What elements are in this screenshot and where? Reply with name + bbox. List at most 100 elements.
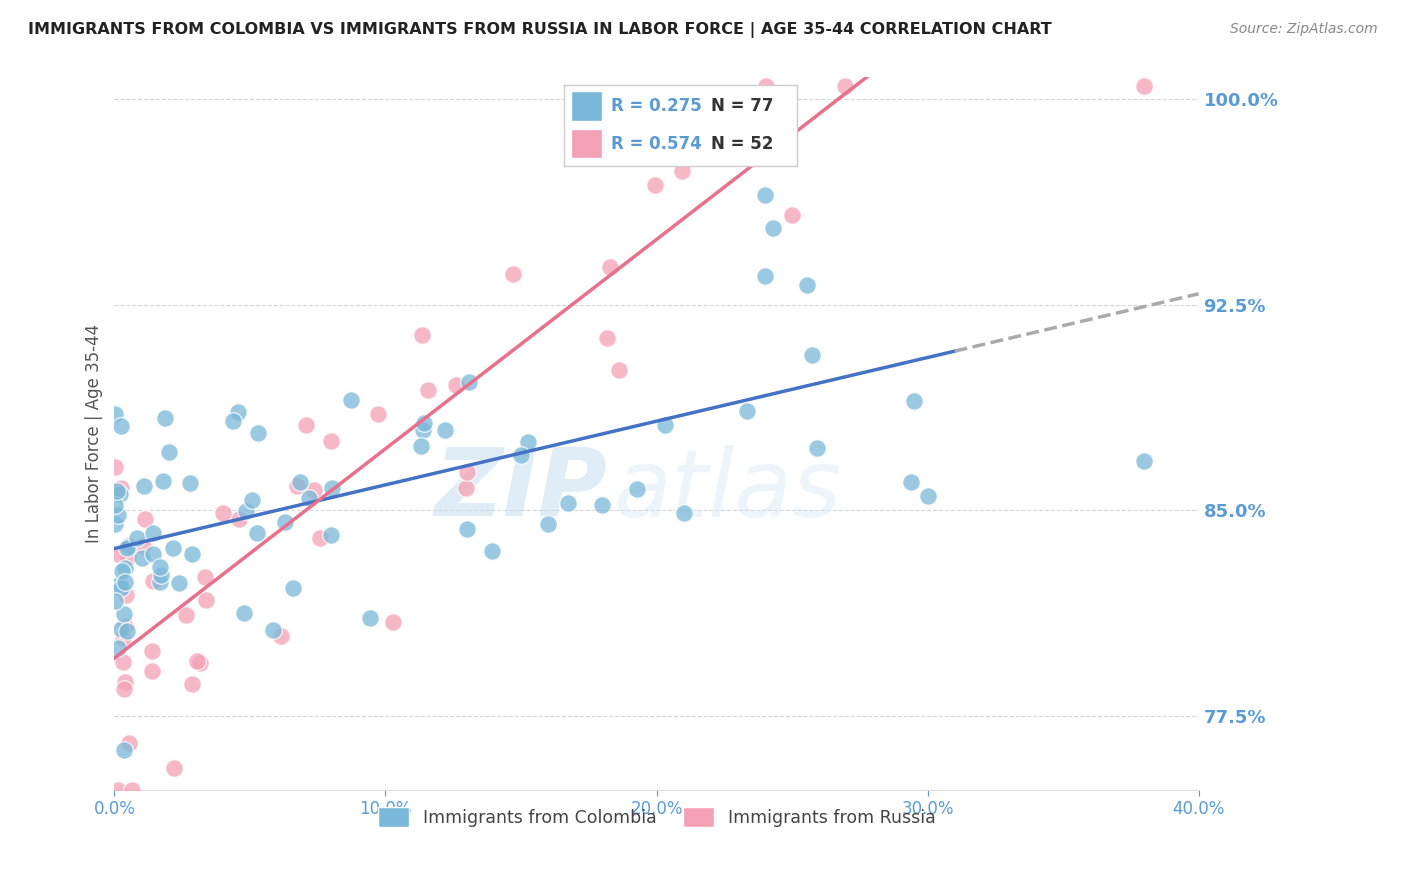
Point — [131, 550, 153, 565]
Point — [112, 681, 135, 696]
Point — [903, 394, 925, 409]
Point — [262, 623, 284, 637]
Point — [114, 561, 136, 575]
Point — [228, 512, 250, 526]
Point — [246, 526, 269, 541]
Point — [481, 543, 503, 558]
Point — [456, 522, 478, 536]
Point — [112, 632, 135, 646]
Point — [537, 516, 560, 531]
Point — [672, 506, 695, 520]
Point — [114, 588, 136, 602]
Point — [416, 383, 439, 397]
Point — [104, 460, 127, 475]
Point — [125, 531, 148, 545]
Text: Source: ZipAtlas.com: Source: ZipAtlas.com — [1230, 22, 1378, 37]
Point — [456, 465, 478, 479]
Point — [108, 487, 131, 501]
Point — [309, 532, 332, 546]
Point — [114, 619, 136, 633]
Point — [381, 615, 404, 629]
Point — [111, 565, 134, 579]
Point — [167, 575, 190, 590]
Point — [755, 78, 778, 93]
Point — [104, 594, 127, 608]
Point — [411, 328, 433, 343]
Point — [834, 78, 856, 93]
Point — [433, 423, 456, 437]
Point — [181, 677, 204, 691]
Text: IMMIGRANTS FROM COLOMBIA VS IMMIGRANTS FROM RUSSIA IN LABOR FORCE | AGE 35-44 CO: IMMIGRANTS FROM COLOMBIA VS IMMIGRANTS F… — [28, 22, 1052, 38]
Point — [283, 581, 305, 595]
Point — [235, 503, 257, 517]
Point — [141, 664, 163, 678]
Point — [340, 393, 363, 408]
Point — [510, 449, 533, 463]
Point — [111, 655, 134, 669]
Point — [917, 490, 939, 504]
Point — [107, 547, 129, 561]
Point — [121, 782, 143, 797]
Point — [110, 622, 132, 636]
Point — [186, 654, 208, 668]
Point — [162, 541, 184, 556]
Point — [112, 607, 135, 622]
Point — [801, 348, 824, 362]
Point — [110, 577, 132, 591]
Point — [359, 610, 381, 624]
Point — [211, 506, 233, 520]
Point — [321, 528, 343, 542]
Point — [149, 560, 172, 574]
Point — [246, 425, 269, 440]
Point — [1133, 78, 1156, 93]
Point — [132, 479, 155, 493]
Point — [607, 363, 630, 377]
Point — [174, 607, 197, 622]
Point — [444, 378, 467, 392]
Point — [110, 419, 132, 434]
Point — [700, 93, 723, 107]
Point — [780, 208, 803, 222]
Point — [142, 547, 165, 561]
Point — [104, 498, 127, 512]
Point — [142, 574, 165, 588]
Point — [321, 434, 343, 448]
Point — [117, 736, 139, 750]
Text: atlas: atlas — [613, 445, 841, 536]
Point — [1133, 454, 1156, 468]
Point — [150, 567, 173, 582]
Point — [226, 405, 249, 419]
Point — [599, 260, 621, 274]
Point — [110, 481, 132, 495]
Point — [193, 570, 215, 584]
Point — [104, 517, 127, 532]
Point — [367, 407, 389, 421]
Point — [806, 441, 828, 455]
Point — [195, 592, 218, 607]
Point — [112, 742, 135, 756]
Point — [153, 410, 176, 425]
Point — [115, 541, 138, 555]
Point — [626, 483, 648, 497]
Point — [110, 581, 132, 595]
Point — [302, 483, 325, 497]
Legend: Immigrants from Colombia, Immigrants from Russia: Immigrants from Colombia, Immigrants fro… — [371, 800, 942, 834]
Point — [644, 178, 666, 192]
Point — [411, 439, 433, 453]
Point — [104, 407, 127, 421]
Point — [516, 435, 538, 450]
Point — [142, 525, 165, 540]
Point — [456, 482, 478, 496]
Point — [321, 481, 343, 495]
Point — [557, 496, 579, 510]
Point — [298, 491, 321, 505]
Point — [132, 539, 155, 553]
Point — [762, 221, 785, 235]
Point — [735, 404, 758, 418]
Point — [654, 417, 676, 432]
Point — [152, 474, 174, 488]
Point — [412, 416, 434, 430]
Point — [115, 624, 138, 639]
Point — [179, 475, 201, 490]
Point — [591, 498, 613, 512]
